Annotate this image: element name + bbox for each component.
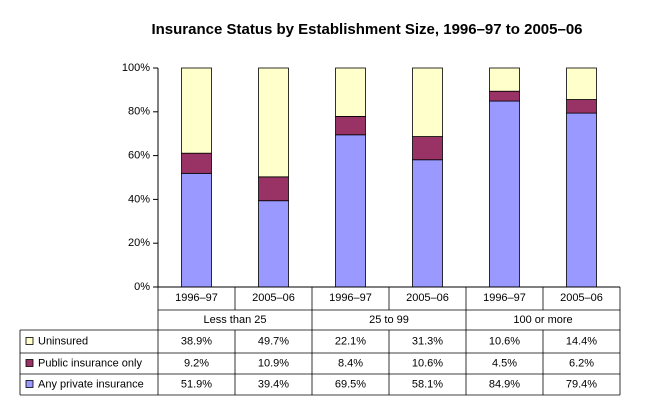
table-value: 9.2%	[184, 357, 209, 369]
y-tick-label: 100%	[122, 62, 150, 74]
bar-segment	[335, 67, 366, 117]
table-value: 58.1%	[412, 378, 443, 390]
bar-segment	[489, 67, 520, 92]
bar-segment	[489, 90, 520, 102]
x-tick-label: 2005–06	[406, 292, 449, 304]
group-label: 25 to 99	[369, 314, 409, 326]
x-tick-label: 1996–97	[329, 292, 372, 304]
x-tick-label: 2005–06	[252, 292, 295, 304]
bar-segment	[258, 176, 289, 202]
y-tick-label: 60%	[128, 150, 150, 162]
x-tick-label: 2005–06	[560, 292, 603, 304]
group-label: 100 or more	[513, 314, 572, 326]
bar-segment	[181, 172, 212, 288]
bar-segment	[566, 112, 597, 288]
table-value: 10.6%	[412, 357, 443, 369]
bar-segment	[566, 67, 597, 100]
x-tick-label: 1996–97	[175, 292, 218, 304]
legend-label: Uninsured	[38, 335, 88, 347]
y-tick-label: 40%	[128, 193, 150, 205]
legend-label: Any private insurance	[38, 378, 144, 390]
table-value: 49.7%	[258, 335, 289, 347]
table-value: 8.4%	[338, 357, 363, 369]
bar-segment	[489, 100, 520, 288]
table-value: 39.4%	[258, 378, 289, 390]
legend-label: Public insurance only	[38, 357, 142, 369]
x-tick-label: 1996–97	[483, 292, 526, 304]
y-tick-label: 80%	[128, 106, 150, 118]
legend-swatch	[25, 359, 34, 367]
table-value: 51.9%	[181, 378, 212, 390]
table-value: 6.2%	[569, 357, 594, 369]
table-value: 14.4%	[566, 335, 597, 347]
bar-segment	[412, 136, 443, 161]
group-label: Less than 25	[204, 314, 267, 326]
table-value: 4.5%	[492, 357, 517, 369]
table-value: 22.1%	[335, 335, 366, 347]
bar-segment	[566, 99, 597, 114]
table-value: 10.6%	[489, 335, 520, 347]
y-tick-label: 0%	[134, 281, 150, 293]
legend-swatch	[25, 337, 34, 345]
table-value: 10.9%	[258, 357, 289, 369]
table-value: 38.9%	[181, 335, 212, 347]
table-value: 84.9%	[489, 378, 520, 390]
bar-segment	[258, 67, 289, 178]
bar-segment	[181, 67, 212, 154]
bar-segment	[412, 67, 443, 137]
y-tick-label: 20%	[128, 237, 150, 249]
table-value: 69.5%	[335, 378, 366, 390]
chart-title: Insurance Status by Establishment Size, …	[151, 21, 582, 38]
bar-segment	[412, 159, 443, 288]
bar-segment	[181, 152, 212, 174]
table-value: 79.4%	[566, 378, 597, 390]
bar-segment	[258, 200, 289, 288]
bar-segment	[335, 115, 366, 136]
table-value: 31.3%	[412, 335, 443, 347]
bar-segment	[335, 134, 366, 288]
legend-swatch	[25, 380, 34, 388]
